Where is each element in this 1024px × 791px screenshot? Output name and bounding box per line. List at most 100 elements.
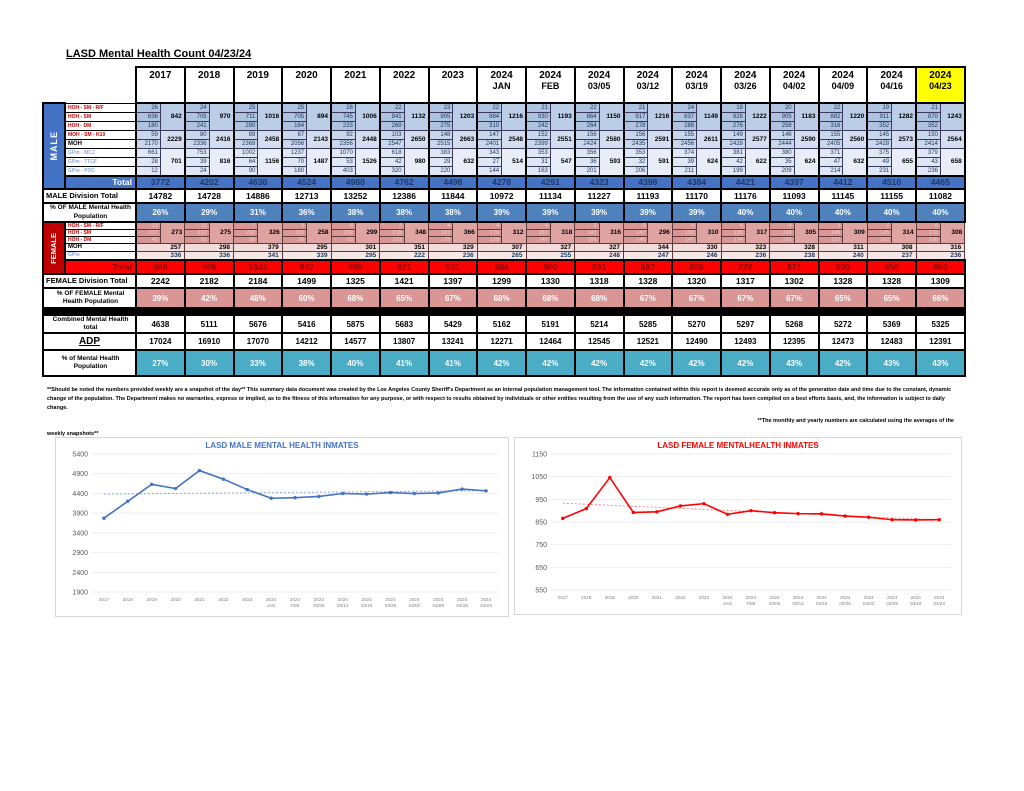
- female-moh-cell: 301: [330, 243, 381, 252]
- male-moh-k10-cell: 150: [915, 130, 941, 140]
- male-hoh-rf-cell: 28: [330, 102, 356, 113]
- male-hoh-rf-cell: 23: [427, 102, 454, 113]
- male-moh-label: MOH: [64, 139, 137, 149]
- female-hoh-sm-cell: 167: [525, 229, 551, 237]
- combined-cell: 5676: [232, 313, 284, 335]
- male-moh-subtotal-cell: 2551: [549, 130, 576, 149]
- female-moh-cell: 298: [184, 243, 234, 252]
- female-hoh-dm-cell: 175: [427, 236, 454, 244]
- male-pct-cell: 38%: [427, 202, 479, 223]
- male-total-cell: 4291: [525, 175, 576, 190]
- male-division-cell: 12713: [281, 188, 332, 204]
- male-hoh-sm-cell: 905: [427, 112, 454, 122]
- male-hoh-rf-cell: 21: [525, 102, 551, 113]
- combined-cell: 5369: [866, 313, 917, 335]
- corner-cell: [43, 67, 136, 103]
- female-hoh-sm-cell: 145: [866, 229, 893, 237]
- male-moh-cell: 2428: [866, 139, 893, 149]
- female-gpm-row: GPm 336 336 341 339 295 222 236 265 255 248 247 246 2…: [43, 251, 966, 261]
- svg-text:2018: 2018: [123, 597, 134, 602]
- svg-text:04/09: 04/09: [886, 601, 898, 606]
- male-hoh-rf-cell: 22: [379, 102, 405, 113]
- female-hoh-subtotal-cell: 318: [549, 221, 576, 244]
- female-total-cell: 900: [525, 259, 576, 275]
- combined-cell: 4638: [135, 313, 186, 335]
- female-hoh-sm-cell: 147: [574, 229, 600, 237]
- pct-total-cell: 43%: [915, 349, 966, 378]
- male-moh-subtotal-cell: 2590: [793, 130, 820, 149]
- female-hoh-dm-label: HOH - DM: [64, 236, 137, 244]
- male-division-cell: 12386: [378, 188, 430, 204]
- pct-total-row: % of Mental Health Population 27% 30% 33% 38…: [42, 349, 966, 378]
- female-hoh-subtotal-cell: 258: [306, 221, 332, 244]
- col-header-2024-03-26: 2024 03/26: [720, 66, 771, 104]
- male-gp-ttcf-cell: 29: [427, 157, 454, 167]
- male-division-cell: 11093: [768, 188, 820, 204]
- male-moh-cell: 2435: [622, 139, 649, 149]
- male-division-cell: 11193: [622, 188, 674, 204]
- male-gp-subtotal-cell: 514: [501, 148, 528, 177]
- female-total-cell: 860: [817, 259, 869, 275]
- svg-text:2024: 2024: [314, 597, 325, 602]
- female-hoh-dm-cell: 166: [574, 236, 600, 244]
- male-hoh-dm-cell: 233: [330, 121, 356, 131]
- male-moh-k10-cell: 146: [769, 130, 795, 140]
- svg-text:3400: 3400: [72, 530, 88, 537]
- combined-cell: 5214: [573, 313, 625, 335]
- male-hoh-rf-row: MALE HOH - SM - R/F 26 842 24 970 25 1016 25 894 2…: [42, 102, 966, 190]
- male-moh-k10-cell: 155: [817, 130, 844, 140]
- male-hoh-dm-cell: 264: [574, 121, 600, 131]
- male-moh-cell: 2444: [769, 139, 795, 149]
- svg-text:04/02: 04/02: [409, 603, 421, 608]
- pct-total-cell: 33%: [232, 349, 284, 378]
- female-hoh-rf-cell: 3: [817, 221, 844, 230]
- female-pct-cell: 66%: [915, 287, 966, 309]
- female-total-cell: 895: [330, 259, 381, 275]
- female-division-cell: 2242: [135, 273, 186, 289]
- svg-text:850: 850: [535, 520, 547, 527]
- male-gp-poc-cell: 403: [330, 166, 356, 177]
- male-gp-mcj-cell: 1237: [281, 148, 308, 158]
- male-band-label: MALE: [42, 102, 66, 190]
- male-pct-cell: 39%: [671, 202, 722, 223]
- combined-cell: 5111: [183, 313, 235, 335]
- male-hoh-sm-cell: 882: [817, 112, 844, 122]
- male-hoh-subtotal-cell: 1132: [403, 102, 430, 131]
- svg-text:2024: 2024: [385, 597, 396, 602]
- male-total-cell: 4510: [866, 175, 917, 190]
- male-gp-mcj-cell: 374: [671, 148, 698, 158]
- male-moh-subtotal-cell: 2573: [891, 130, 918, 149]
- svg-text:03/19: 03/19: [361, 603, 373, 608]
- male-pct-cell: 39%: [573, 202, 625, 223]
- female-hoh-sm-cell: 212: [184, 229, 210, 237]
- male-gp-subtotal-cell: 547: [549, 148, 576, 177]
- combined-cell: 5429: [427, 313, 479, 335]
- pct-total-cell: 27%: [135, 349, 186, 378]
- pct-total-cell: 42%: [817, 349, 869, 378]
- svg-text:JAN: JAN: [723, 601, 732, 606]
- female-hoh-subtotal-cell: 296: [647, 221, 673, 244]
- male-pct-cell: 40%: [866, 202, 917, 223]
- male-division-cell: 11227: [573, 188, 625, 204]
- svg-text:04/16: 04/16: [456, 603, 468, 608]
- male-gp-ttcf-cell: 35: [769, 157, 795, 167]
- male-division-cell: 14886: [232, 188, 284, 204]
- male-hoh-dm-cell: 258: [769, 121, 795, 131]
- female-gpm-cell: 255: [525, 251, 576, 261]
- male-gp-mcj-cell: 661: [135, 148, 161, 158]
- female-band-label: FEMALE: [42, 221, 66, 275]
- male-total-cell: 4465: [915, 175, 966, 190]
- svg-text:2020: 2020: [170, 597, 181, 602]
- svg-text:JAN: JAN: [267, 603, 276, 608]
- pct-total-cell: 41%: [378, 349, 430, 378]
- male-moh-subtotal-cell: 2458: [257, 130, 284, 149]
- female-hoh-rf-cell: 4: [476, 221, 503, 230]
- female-pct-row: % OF FEMALE Mental Health Population 39% 4…: [42, 287, 966, 309]
- svg-text:2022: 2022: [675, 595, 686, 600]
- svg-text:04/09: 04/09: [433, 603, 445, 608]
- female-hoh-dm-cell: 123: [379, 236, 405, 244]
- male-gp-subtotal-cell: 1526: [354, 148, 381, 177]
- male-hoh-subtotal-cell: 1016: [257, 102, 284, 131]
- female-hoh-rf-cell: 6: [915, 221, 941, 230]
- female-moh-cell: 351: [379, 243, 429, 252]
